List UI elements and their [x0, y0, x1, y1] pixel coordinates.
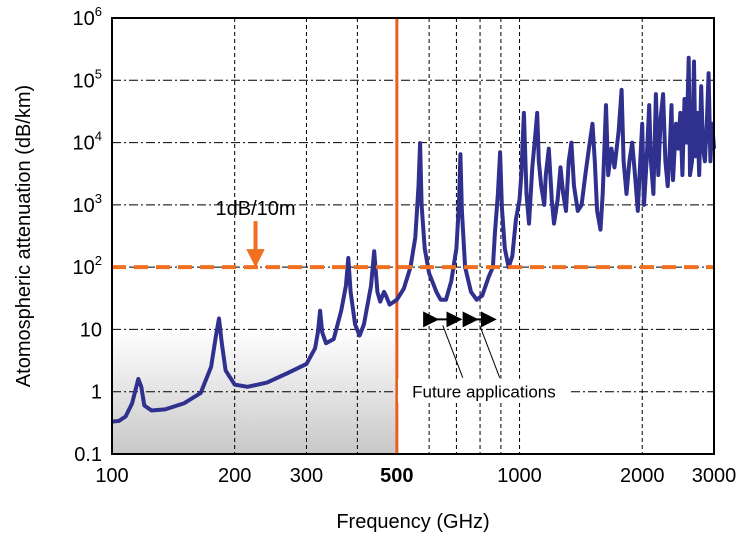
future-label-bg — [397, 378, 570, 403]
x-tick-labels: 100 200 300 500 1000 2000 3000 — [95, 465, 736, 487]
y-tick-label: 103 — [73, 191, 102, 217]
y-tick-labels: 0.1 1 10 102 103 104 105 106 — [73, 4, 102, 466]
x-tick-label: 300 — [290, 465, 323, 487]
leader-line — [442, 325, 464, 378]
x-tick-label: 3000 — [692, 465, 737, 487]
future-applications-label: Future applications — [412, 383, 556, 402]
x-tick-label: 500 — [380, 465, 413, 487]
threshold-arrow-icon — [246, 221, 265, 268]
plot-frame — [111, 17, 715, 455]
y-axis-label: Atomospheric attenuation (dB/km) — [13, 85, 35, 387]
x-tick-label: 100 — [95, 465, 128, 487]
threshold-label: 1dB/10m — [216, 198, 296, 220]
x-tick-label: 200 — [218, 465, 251, 487]
y-tick-label: 10 — [80, 319, 102, 341]
future-applications: Future applications — [397, 311, 570, 403]
y-tick-label: 106 — [73, 4, 102, 30]
leader-line — [479, 325, 501, 378]
x-tick-label: 1000 — [497, 465, 542, 487]
series-line — [111, 55, 716, 424]
x-tick-label: 2000 — [620, 465, 665, 487]
x-axis-label: Frequency (GHz) — [336, 511, 489, 533]
y-tick-label: 104 — [73, 129, 102, 155]
y-tick-label: 105 — [73, 66, 102, 92]
y-tick-label: 0.1 — [74, 444, 102, 466]
y-tick-label: 102 — [73, 253, 102, 279]
y-tick-label: 1 — [91, 382, 102, 404]
